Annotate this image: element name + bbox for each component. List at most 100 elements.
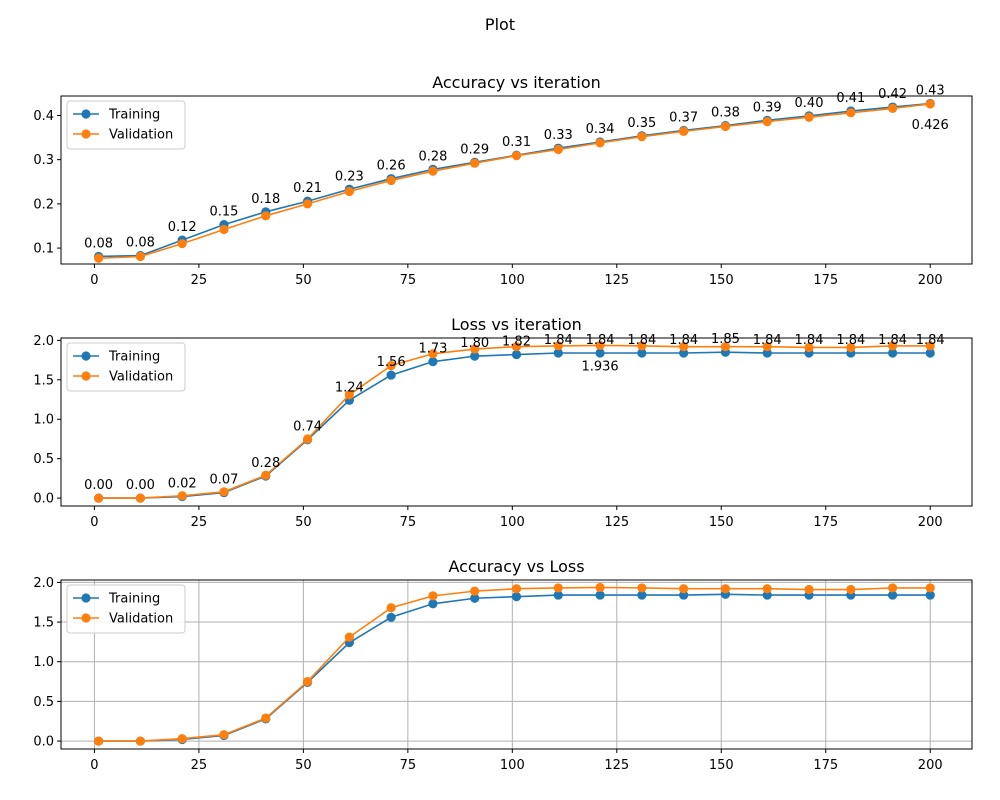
legend-box	[66, 342, 186, 392]
data-label: 0.00	[126, 478, 155, 493]
data-point-validation	[386, 603, 396, 613]
data-label: 0.39	[753, 100, 782, 115]
plot-area	[94, 582, 935, 746]
data-label: 1.56	[377, 355, 406, 370]
data-label: 0.08	[126, 236, 155, 251]
data-point-training	[470, 593, 480, 603]
data-point-validation	[135, 493, 145, 503]
data-point-validation	[720, 342, 731, 352]
x-tick-label: 200	[918, 273, 943, 288]
data-point-validation	[888, 583, 898, 593]
data-label: 0.28	[418, 149, 447, 164]
data-point-validation	[804, 584, 814, 595]
data-label: 0.42	[878, 87, 907, 102]
y-tick-label: 0.4	[33, 109, 54, 124]
legend-label-training: Training	[108, 592, 160, 607]
data-point-validation	[428, 166, 438, 176]
data-point-validation	[344, 186, 354, 197]
legend-marker-training	[81, 351, 91, 361]
data-point-validation	[637, 583, 647, 593]
data-point-training	[428, 599, 438, 609]
data-point-validation	[679, 584, 689, 594]
series-line-validation	[98, 103, 931, 260]
x-tick-label: 25	[191, 515, 208, 530]
data-point-training	[925, 590, 935, 600]
x-tick-label: 25	[191, 273, 208, 288]
data-label: 0.43	[916, 84, 945, 99]
data-point-validation	[595, 340, 605, 351]
legend-label-validation: Validation	[109, 370, 173, 385]
data-point-training	[386, 370, 396, 380]
data-point-training	[553, 590, 563, 600]
x-tick-label: 125	[604, 515, 629, 530]
data-label: 0.18	[251, 192, 280, 207]
x-tick-label: 200	[918, 515, 943, 530]
data-point-training	[428, 357, 438, 367]
plot-area	[94, 340, 935, 503]
data-point-training	[637, 348, 647, 358]
x-tick-label: 0	[90, 758, 98, 773]
data-point-validation	[595, 138, 605, 148]
legend-label-validation: Validation	[109, 128, 173, 143]
data-point-validation	[261, 470, 271, 480]
data-point-validation	[344, 390, 354, 400]
data-label: 0.07	[210, 473, 239, 488]
legend-marker-training	[81, 593, 91, 603]
panel-title: Loss vs iteration	[451, 315, 582, 334]
data-point-validation	[888, 341, 898, 351]
data-point-validation	[511, 584, 522, 594]
data-label: 1.80	[460, 336, 489, 351]
x-tick-label: 200	[918, 758, 943, 773]
legend-box	[66, 584, 186, 634]
data-point-validation	[637, 132, 647, 142]
data-label: 1.85	[711, 332, 740, 347]
data-label: 0.74	[293, 420, 322, 435]
data-label: 1.84	[916, 333, 945, 348]
data-point-training	[888, 348, 898, 358]
data-point-training	[595, 348, 605, 358]
panel-1: Accuracy vs iteration 0 25 50 75 100 125 150 175…	[33, 73, 973, 288]
y-tick-label: 0.0	[33, 735, 54, 750]
axes-frame	[60, 95, 973, 265]
data-label: 0.33	[544, 128, 573, 143]
data-label: 1.84	[669, 333, 698, 348]
data-label: 0.29	[460, 142, 489, 157]
data-point-validation	[261, 713, 271, 723]
figure-suptitle: Plot	[485, 15, 515, 34]
data-label: 0.28	[251, 456, 280, 471]
data-point-validation	[553, 583, 563, 593]
data-point-validation	[846, 584, 856, 595]
data-label: 0.40	[795, 96, 824, 111]
data-point-validation	[925, 99, 935, 109]
x-tick-label: 50	[295, 758, 312, 773]
data-point-training	[888, 590, 898, 600]
data-label: 0.35	[627, 116, 656, 131]
x-tick-label: 125	[604, 758, 629, 773]
x-tick-label: 75	[400, 273, 417, 288]
data-point-validation	[219, 224, 229, 235]
data-label: 0.12	[168, 220, 197, 235]
legend-label-training: Training	[108, 350, 160, 365]
data-label: 0.38	[711, 106, 740, 121]
data-point-training	[511, 592, 522, 602]
x-tick-label: 150	[709, 273, 734, 288]
data-point-validation	[804, 342, 814, 353]
data-label: 0.23	[335, 169, 364, 184]
x-tick-label: 50	[295, 273, 312, 288]
data-point-validation	[470, 586, 480, 596]
x-tick-label: 150	[709, 515, 734, 530]
legend-label-validation: Validation	[109, 612, 173, 627]
data-point-validation	[762, 117, 772, 127]
panel-title: Accuracy vs iteration	[432, 73, 601, 92]
data-point-validation	[219, 487, 229, 497]
series-line-validation	[98, 586, 931, 742]
data-point-validation	[470, 344, 480, 354]
y-tick-label: 1.0	[33, 655, 54, 670]
x-tick-label: 100	[500, 273, 525, 288]
panel-title: Accuracy vs Loss	[448, 557, 584, 576]
axes-frame	[60, 579, 973, 750]
data-label: 0.08	[84, 236, 113, 251]
data-label: 0.31	[502, 135, 531, 150]
axes-frame	[60, 337, 973, 507]
